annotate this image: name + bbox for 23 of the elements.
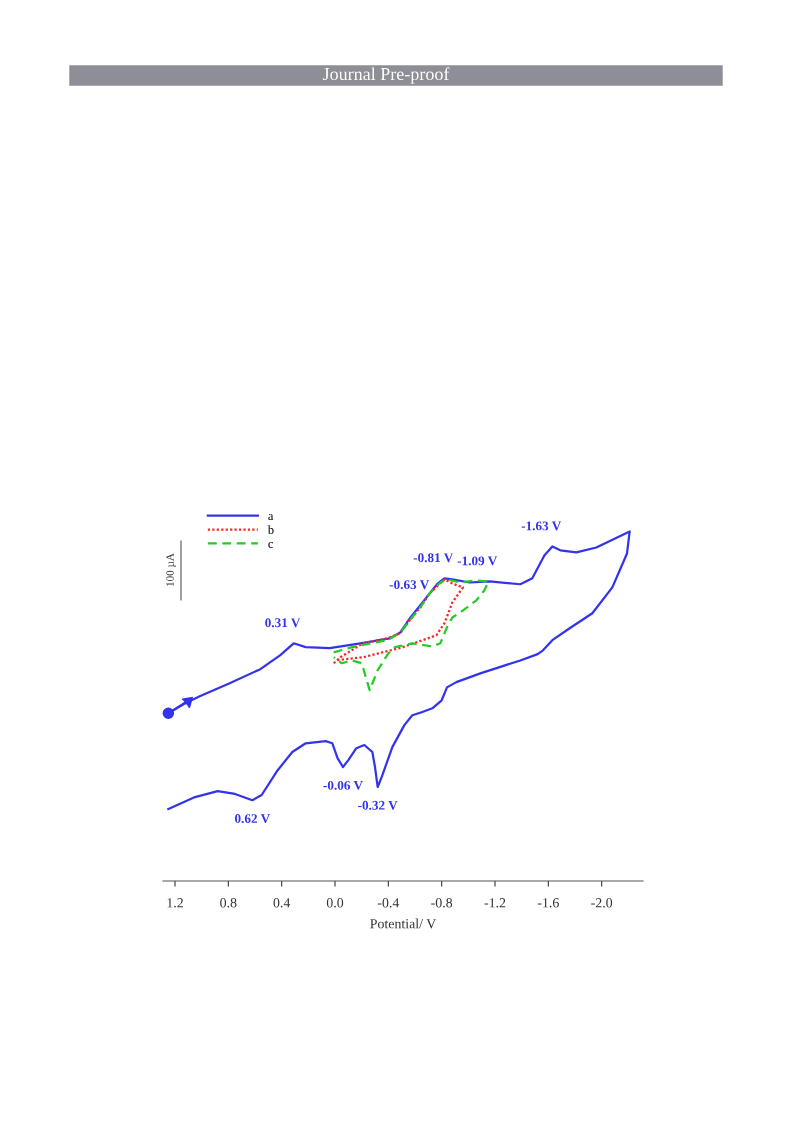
x-tick-label: 0.8 [220,898,237,908]
x-axis-title: Potential/ V [370,918,437,929]
legend-label: b [267,525,274,535]
annotation: 0.31 V [265,618,301,628]
annotation: -0.63 V [389,580,430,590]
legend-label: a [268,514,274,521]
text: Journal Pre-proof [322,67,450,84]
x-tick-label: -0.4 [377,898,400,908]
annotation: -0.32 V [358,800,398,810]
annotation: -0.81 V [413,553,454,563]
x-tick-label: -1.6 [537,898,559,908]
x-tick-label: 0.0 [326,898,344,908]
x-tick-label: 0.4 [273,898,291,908]
annotation: -0.06 V [323,780,363,790]
annotation: -1.63 V [521,521,562,531]
annotation: 0.62 V [234,814,271,824]
x-tick-label: -0.8 [431,898,453,908]
annotation: 100 µA [166,553,177,586]
x-tick-label: -2.0 [591,898,613,908]
legend-label: c [268,541,274,548]
x-tick-label: 1.2 [167,898,183,908]
x-tick-label: -1.2 [484,898,506,908]
annotation: -1.09 V [457,556,498,566]
